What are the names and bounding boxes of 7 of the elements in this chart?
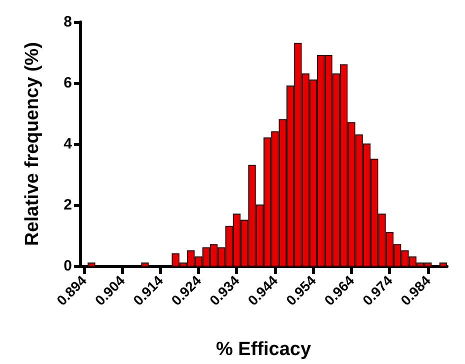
y-tick-label: 2 (64, 196, 72, 214)
y-tick-label: 6 (64, 74, 72, 92)
y-tick-label: 4 (64, 136, 73, 152)
x-axis-title: % Efficacy (216, 339, 312, 360)
y-axis-title: Relative frequency (%) (22, 42, 43, 246)
y-tick-label: 8 (64, 14, 72, 30)
y-tick-label: 0 (64, 258, 72, 274)
